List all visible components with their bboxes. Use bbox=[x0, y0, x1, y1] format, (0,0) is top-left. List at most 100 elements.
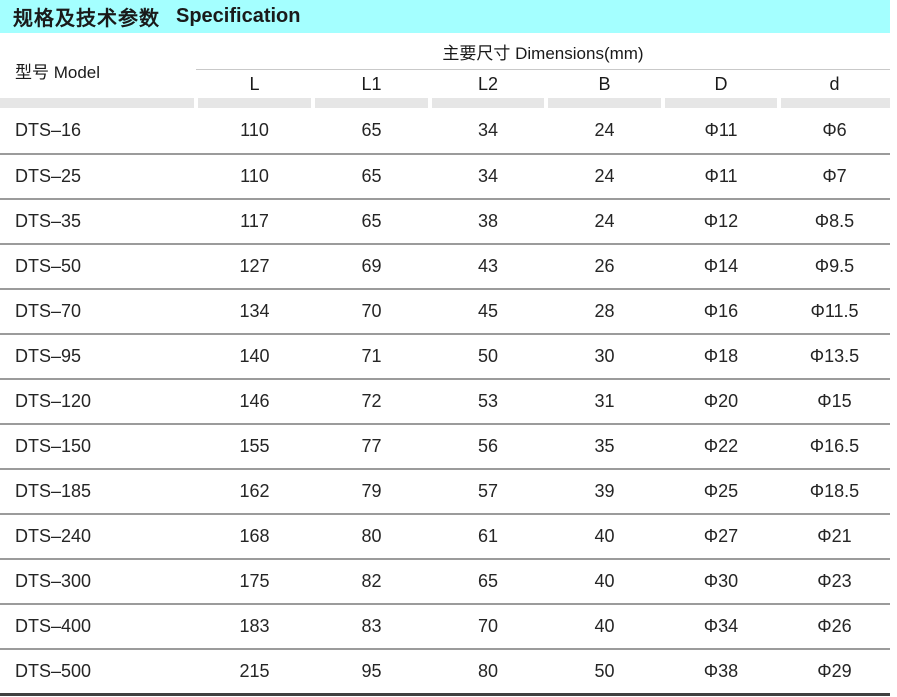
dim-cell-D: Φ25 bbox=[703, 481, 739, 501]
dim-cell-D: Φ30 bbox=[703, 571, 739, 591]
dim-cell-L1: 95 bbox=[361, 661, 382, 681]
dim-cell-D: Φ12 bbox=[703, 211, 739, 231]
dim-cell-d: Φ26 bbox=[817, 616, 852, 636]
dim-cell-L: 110 bbox=[240, 166, 269, 186]
dim-cell-d: Φ9.5 bbox=[814, 256, 855, 276]
model-column-header: 型号 Model bbox=[15, 63, 101, 82]
dim-cell-L2: 45 bbox=[477, 301, 499, 321]
dim-cell-L: 155 bbox=[239, 436, 270, 456]
model-cell: DTS–240 bbox=[15, 526, 92, 546]
model-cell: DTS–70 bbox=[15, 301, 82, 321]
dim-cell-L2: 57 bbox=[477, 481, 499, 501]
dim-cell-D: Φ11 bbox=[704, 166, 738, 186]
model-cell: DTS–50 bbox=[15, 256, 82, 276]
band-segment bbox=[315, 98, 428, 108]
col-header-D: D bbox=[714, 73, 728, 94]
dim-cell-L: 168 bbox=[239, 526, 270, 546]
dim-cell-B: 28 bbox=[594, 301, 615, 321]
dimensions-header-group: 主要尺寸 Dimensions(mm) L L1 L2 B D d bbox=[196, 33, 890, 98]
dim-cell-L1: 65 bbox=[361, 211, 382, 231]
dim-cell-L1: 82 bbox=[361, 571, 382, 591]
dim-cell-L2: 34 bbox=[477, 166, 499, 186]
model-cell: DTS–35 bbox=[15, 211, 82, 231]
band-segment bbox=[198, 98, 311, 108]
model-cell: DTS–500 bbox=[15, 661, 92, 681]
dim-cell-d: Φ29 bbox=[817, 661, 852, 681]
model-cell: DTS–185 bbox=[15, 481, 92, 501]
dim-cell-L2: 65 bbox=[477, 571, 499, 591]
dim-cell-d: Φ18.5 bbox=[809, 481, 860, 501]
dim-cell-d: Φ13.5 bbox=[809, 346, 860, 366]
dim-cell-D: Φ11 bbox=[704, 120, 738, 140]
dim-cell-L2: 53 bbox=[477, 391, 499, 411]
dim-cell-L1: 65 bbox=[361, 120, 382, 140]
page-title-en: Specification bbox=[176, 5, 301, 27]
table-body: DTS–16 110 65 34 24 Φ11 Φ6 DTS–25 110 65… bbox=[0, 108, 890, 696]
dim-cell-L2: 43 bbox=[477, 256, 499, 276]
dim-cell-L2: 80 bbox=[477, 661, 499, 681]
table-row: DTS–50 127 69 43 26 Φ14 Φ9.5 bbox=[0, 243, 890, 288]
dim-cell-L2: 61 bbox=[477, 526, 499, 546]
table-row: DTS–150 155 77 56 35 Φ22 Φ16.5 bbox=[0, 423, 890, 468]
header-separator-band bbox=[0, 98, 890, 108]
table-row: DTS–240 168 80 61 40 Φ27 Φ21 bbox=[0, 513, 890, 558]
dim-cell-L: 134 bbox=[239, 301, 270, 321]
model-cell: DTS–150 bbox=[15, 436, 92, 456]
model-cell: DTS–300 bbox=[15, 571, 92, 591]
dim-cell-L2: 38 bbox=[477, 211, 499, 231]
table-row: DTS–500 215 95 80 50 Φ38 Φ29 bbox=[0, 648, 890, 693]
dim-cell-L1: 65 bbox=[361, 166, 382, 186]
dim-cell-L: 127 bbox=[239, 256, 270, 276]
dim-cell-D: Φ22 bbox=[703, 436, 739, 456]
table-row: DTS–185 162 79 57 39 Φ25 Φ18.5 bbox=[0, 468, 890, 513]
band-segment bbox=[432, 98, 544, 108]
dim-cell-D: Φ18 bbox=[703, 346, 739, 366]
dim-cell-L: 146 bbox=[239, 391, 270, 411]
dim-cell-B: 31 bbox=[594, 391, 615, 411]
dim-cell-L2: 34 bbox=[477, 120, 499, 140]
dim-cell-L2: 70 bbox=[477, 616, 499, 636]
dim-cell-B: 40 bbox=[594, 526, 615, 546]
table-row: DTS–400 183 83 70 40 Φ34 Φ26 bbox=[0, 603, 890, 648]
band-segment bbox=[548, 98, 661, 108]
dim-cell-L1: 83 bbox=[361, 616, 382, 636]
dim-cell-L1: 77 bbox=[361, 436, 382, 456]
dim-cell-L: 175 bbox=[239, 571, 270, 591]
dim-cell-B: 35 bbox=[594, 436, 615, 456]
dim-cell-B: 50 bbox=[594, 661, 615, 681]
table-row: DTS–35 117 65 38 24 Φ12 Φ8.5 bbox=[0, 198, 890, 243]
dim-cell-d: Φ8.5 bbox=[814, 211, 855, 231]
dim-cell-d: Φ15 bbox=[817, 391, 852, 411]
dimensions-group-label: 主要尺寸 Dimensions(mm) bbox=[196, 33, 890, 70]
dim-cell-D: Φ38 bbox=[703, 661, 739, 681]
col-header-L2: L2 bbox=[477, 73, 499, 94]
band-segment bbox=[781, 98, 890, 108]
band-segment bbox=[665, 98, 777, 108]
dim-cell-D: Φ16 bbox=[703, 301, 739, 321]
dim-cell-D: Φ20 bbox=[703, 391, 739, 411]
dim-cell-L1: 69 bbox=[361, 256, 382, 276]
dim-cell-L: 215 bbox=[239, 661, 270, 681]
dim-cell-L1: 72 bbox=[361, 391, 382, 411]
dim-cell-d: Φ6 bbox=[822, 120, 847, 140]
table-header: 型号 Model 主要尺寸 Dimensions(mm) L L1 L2 B D… bbox=[0, 33, 890, 98]
model-cell: DTS–16 bbox=[15, 120, 82, 140]
table-row: DTS–16 110 65 34 24 Φ11 Φ6 bbox=[0, 108, 890, 153]
dim-cell-L: 162 bbox=[239, 481, 270, 501]
col-header-L: L bbox=[249, 73, 260, 94]
dim-cell-d: Φ21 bbox=[817, 526, 852, 546]
table-row: DTS–300 175 82 65 40 Φ30 Φ23 bbox=[0, 558, 890, 603]
dim-cell-B: 24 bbox=[594, 166, 615, 186]
col-header-L1: L1 bbox=[361, 73, 382, 94]
title-bar: 规格及技术参数 Specification bbox=[0, 0, 890, 33]
dim-cell-B: 39 bbox=[594, 481, 615, 501]
dim-cell-B: 40 bbox=[594, 571, 615, 591]
dim-cell-d: Φ23 bbox=[817, 571, 852, 591]
dim-cell-d: Φ7 bbox=[822, 166, 847, 186]
dim-cell-B: 24 bbox=[594, 120, 615, 140]
table-row: DTS–70 134 70 45 28 Φ16 Φ11.5 bbox=[0, 288, 890, 333]
dim-cell-L2: 50 bbox=[477, 346, 499, 366]
dim-cell-L2: 56 bbox=[477, 436, 499, 456]
